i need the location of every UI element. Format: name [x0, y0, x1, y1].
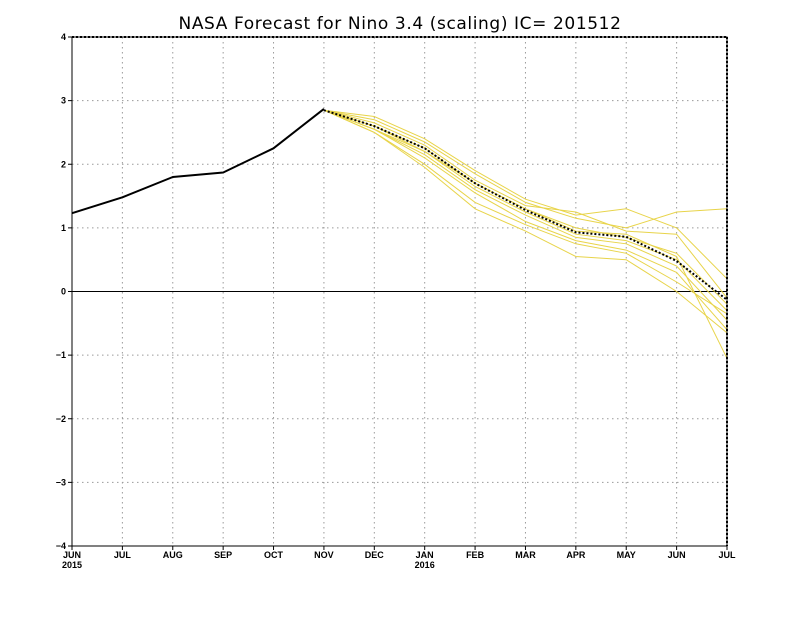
y-tick-label: 2 — [61, 159, 66, 169]
observed-line — [71, 108, 325, 215]
y-tick-label: 4 — [61, 32, 66, 42]
ensemble-members — [323, 109, 728, 359]
x-tick-year-label: 2016 — [415, 560, 435, 570]
y-axis-ticks: 4 3 2 1 0 −1 −2 −3 −4 — [56, 32, 72, 551]
ensemble-mean-series — [323, 109, 728, 301]
x-tick-label: SEP — [214, 550, 232, 560]
x-tick-label: NOV — [314, 550, 334, 560]
x-tick-label: DEC — [365, 550, 385, 560]
x-tick-label: JUL — [114, 550, 132, 560]
ensemble-member-line — [323, 109, 728, 299]
x-tick-label: APR — [566, 550, 586, 560]
ensemble-member-line — [323, 109, 728, 311]
y-tick-label: −4 — [56, 541, 66, 551]
x-tick-label: MAR — [515, 550, 536, 560]
ensemble-member-line — [323, 109, 728, 334]
y-tick-label: 0 — [61, 287, 66, 297]
ensemble-mean-line — [323, 109, 728, 301]
x-tick-label: JUL — [718, 550, 736, 560]
y-tick-label: −3 — [56, 477, 66, 487]
x-tick-label: MAY — [617, 550, 636, 560]
y-tick-label: −2 — [56, 414, 66, 424]
ensemble-member-line — [323, 109, 728, 321]
ensemble-member-line — [323, 109, 728, 331]
x-tick-label: JAN — [416, 550, 434, 560]
x-tick-label: FEB — [466, 550, 485, 560]
y-tick-label: −1 — [56, 350, 66, 360]
x-tick-label: JUN — [63, 550, 81, 560]
x-tick-label: AUG — [163, 550, 183, 560]
y-tick-label: 1 — [61, 223, 66, 233]
x-tick-label: OCT — [264, 550, 284, 560]
ensemble-member-line — [323, 109, 728, 315]
ensemble-member-line — [323, 109, 728, 229]
observed-series — [71, 108, 325, 215]
chart-title: NASA Forecast for Nino 3.4 (scaling) IC=… — [179, 14, 622, 34]
ensemble-member-line — [323, 109, 728, 280]
x-tick-label: JUN — [668, 550, 686, 560]
y-tick-label: 3 — [61, 96, 66, 106]
x-tick-year-label: 2015 — [62, 560, 82, 570]
ensemble-member-line — [323, 109, 728, 359]
